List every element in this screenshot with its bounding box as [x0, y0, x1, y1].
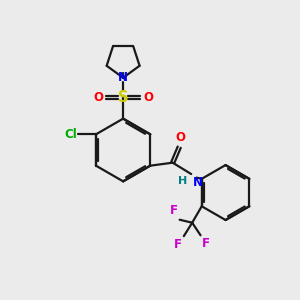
Text: F: F [174, 238, 182, 250]
Text: H: H [178, 176, 188, 185]
Text: F: F [170, 204, 178, 217]
Text: F: F [202, 237, 210, 250]
Text: Cl: Cl [64, 128, 77, 141]
Text: O: O [143, 91, 153, 103]
Text: N: N [118, 71, 128, 84]
Text: N: N [193, 176, 203, 188]
Text: S: S [118, 90, 128, 105]
Text: O: O [93, 91, 103, 103]
Text: O: O [176, 131, 186, 144]
